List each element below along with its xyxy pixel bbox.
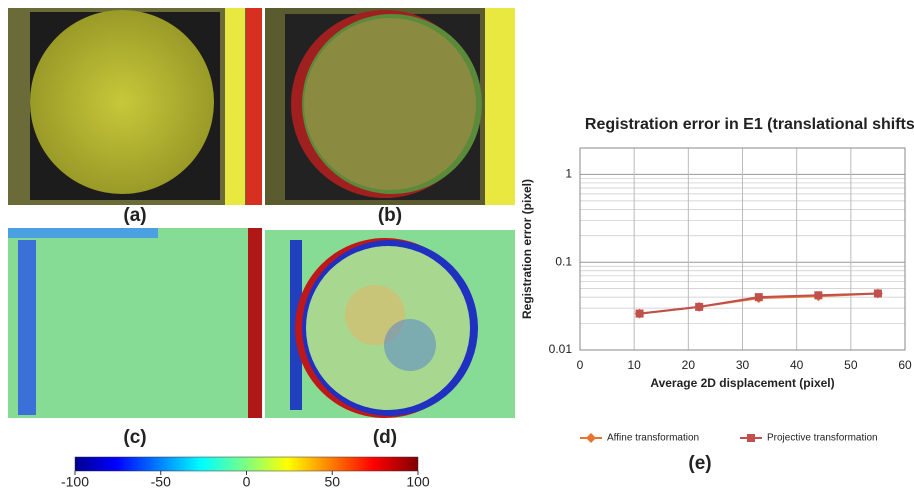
y-tick-label: 0.1 [555,254,572,268]
image-b [265,8,515,205]
colorbar-tick-label: 50 [324,474,340,490]
x-tick-label: 60 [898,358,912,372]
marker [586,433,596,443]
x-tick-label: 20 [682,358,696,372]
panel-label: (e) [688,453,711,474]
panel-label: (b) [378,205,402,226]
x-tick-label: 10 [627,358,641,372]
image-a [8,8,262,205]
image-d [265,230,515,418]
marker [747,434,755,442]
page: {"panels": ["(a)", "(b)", "(c)", "(d)", … [0,0,914,491]
marker [636,310,644,318]
x-tick-label: 40 [790,358,804,372]
colorbar [75,457,418,471]
marker [755,293,763,301]
marker [695,303,703,311]
legend-label: Affine transformation [607,433,699,444]
x-tick-label: 0 [577,358,584,372]
panel-label: (c) [123,427,146,448]
image-c [8,228,262,418]
y-axis-label: Registration error (pixel) [520,179,534,319]
x-tick-label: 30 [736,358,750,372]
x-tick-label: 50 [844,358,858,372]
legend-label: Projective transformation [767,433,878,444]
y-tick-label: 0.01 [549,342,573,356]
marker [874,290,882,298]
colorbar-tick-label: 100 [406,474,430,490]
y-tick-label: 1 [565,167,572,181]
panel-label: (a) [123,205,146,226]
colorbar-tick-label: 0 [243,474,251,490]
colorbar-tick-label: -100 [61,474,89,490]
figure: (a)(b)(c)(d)(e)-100-50050100Registration… [0,0,914,491]
colorbar-tick-label: -50 [151,474,171,490]
marker [814,291,822,299]
x-axis-label: Average 2D displacement (pixel) [650,376,834,390]
panel-label: (d) [373,427,397,448]
chart-title: Registration error in E1 (translational … [585,116,914,133]
